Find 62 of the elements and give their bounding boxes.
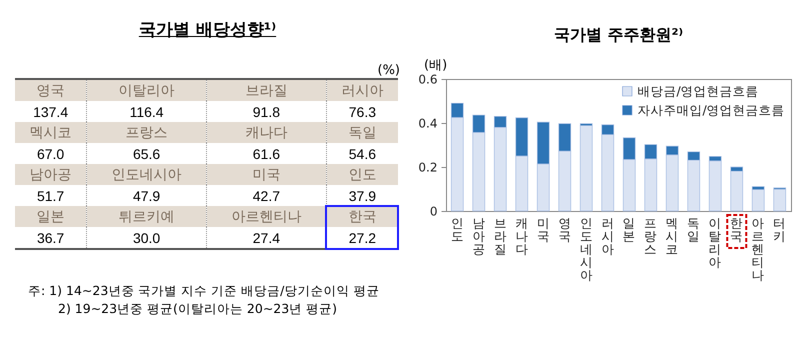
bar <box>773 188 786 212</box>
y-tick-label: 0.2 <box>418 160 438 174</box>
category-label: 남아공 <box>15 164 87 185</box>
category-label: 영국 <box>15 79 87 101</box>
x-tick-label: 프랑스 <box>644 216 658 256</box>
text: 2) 19~23년중 평균(이탈리아는 20~23년 평균) <box>57 300 338 318</box>
x-tick-label: 인도네시아 <box>580 216 593 282</box>
x-tick-label: 브라질 <box>494 216 507 256</box>
chart-title: 국가별 주주환원²⁾ <box>554 25 684 44</box>
data-label: 47.9 <box>86 185 206 206</box>
x-tick-label: 캐나다 <box>515 216 528 256</box>
bar <box>730 170 744 212</box>
x-tick-label: 아르헨티나 <box>752 216 765 282</box>
bar <box>580 125 593 212</box>
text: 주: 1) 14~23년중 국가별 지수 기준 배당금/당기순이익 평균 <box>28 282 380 300</box>
category-label: 멕시코 <box>15 122 87 143</box>
data-label: 65.6 <box>86 143 206 164</box>
x-tick-label: 미국 <box>536 216 550 244</box>
x-tick-label: 이탈리아 <box>708 216 722 270</box>
x-tick-label: 독일 <box>687 216 700 244</box>
x-tick-label: 멕시코 <box>666 216 679 256</box>
data-label: 37.9 <box>326 185 398 206</box>
category-label: 튀르키예 <box>86 206 206 227</box>
data-label: 67.0 <box>36 144 66 164</box>
category-label: 인도 <box>326 164 398 185</box>
category-label: 러시아 <box>326 79 398 101</box>
bar <box>708 160 722 212</box>
data-label: 42.7 <box>206 185 326 206</box>
x-tick-label: 한국 <box>730 216 744 244</box>
x-tick-label: 일본 <box>622 216 636 244</box>
legend-label: 자사주매입/영업현금흐름 <box>638 102 785 118</box>
data-label: 91.8 <box>206 101 326 122</box>
data-label: 76.3 <box>326 101 398 122</box>
x-tick-label: 터키 <box>773 216 786 244</box>
data-label: 30.0 <box>86 227 206 249</box>
x-tick-label: 러시아 <box>601 216 614 256</box>
category-label: 프랑스 <box>86 122 206 143</box>
data-label: 27.4 <box>206 227 326 249</box>
category-label: 미국 <box>206 164 326 185</box>
category-label: 이탈리아 <box>86 79 206 101</box>
data-label: 27.2 <box>326 227 398 249</box>
y-tick-label: 0 <box>430 204 438 218</box>
data-label: 36.7 <box>36 228 66 248</box>
data-label: 51.7 <box>36 186 66 206</box>
bar <box>752 189 765 212</box>
y-tick-label: 0.6 <box>418 72 438 86</box>
category-label: 브라질 <box>206 79 326 101</box>
x-tick-label: 남아공 <box>472 216 486 256</box>
y-axis-title: (배) <box>424 57 448 74</box>
category-label: 독일 <box>326 122 398 143</box>
x-tick-label: 영국 <box>558 216 572 244</box>
data-label: 61.6 <box>206 143 326 164</box>
category-label: 인도네시아 <box>86 164 206 185</box>
y-tick-label: 0.4 <box>418 116 438 130</box>
data-label: 137.4 <box>32 102 70 122</box>
category-label: 캐나다 <box>206 122 326 143</box>
legend-label: 배당금/영업현금흐름 <box>638 83 759 98</box>
data-label: 54.6 <box>326 143 398 164</box>
x-tick-label: 인도 <box>450 216 464 244</box>
text: (%) <box>376 63 400 78</box>
data-label: 116.4 <box>86 101 206 122</box>
text: 국가별 배당성향¹⁾ <box>138 20 276 40</box>
